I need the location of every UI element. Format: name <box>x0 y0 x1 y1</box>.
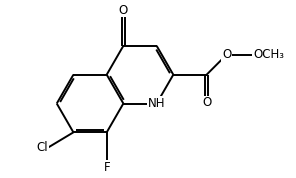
Text: O: O <box>202 96 211 109</box>
Text: O: O <box>119 4 128 17</box>
Text: NH: NH <box>148 97 165 110</box>
Text: OCH₃: OCH₃ <box>253 48 284 61</box>
Text: O: O <box>222 48 231 61</box>
Text: F: F <box>103 161 110 174</box>
Text: Cl: Cl <box>37 141 49 154</box>
